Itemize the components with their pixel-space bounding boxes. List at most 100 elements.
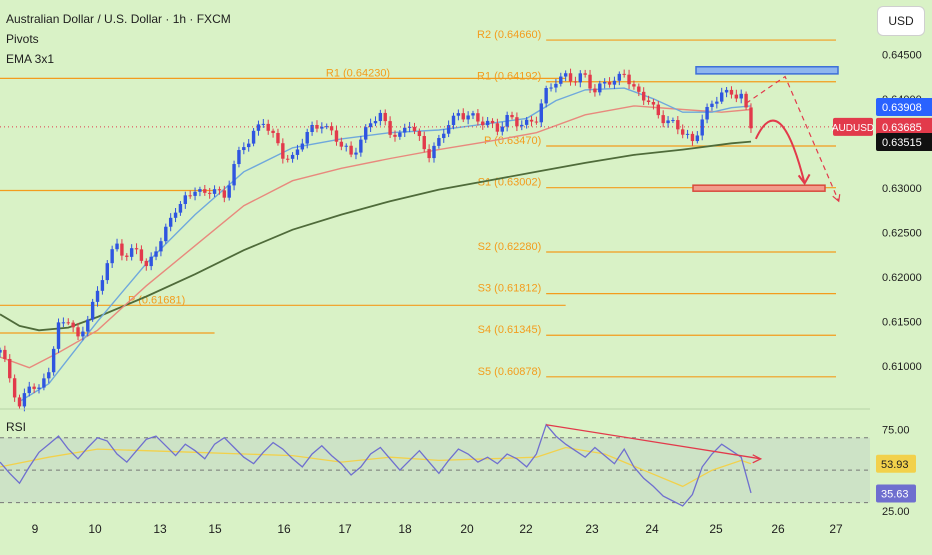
candle-body xyxy=(310,124,314,132)
candle-body xyxy=(334,130,339,142)
time-tick-label: 9 xyxy=(32,522,39,536)
candle-body xyxy=(129,248,134,257)
candle-body xyxy=(456,113,461,116)
price-tick-label: 0.61500 xyxy=(882,316,922,328)
candle-body xyxy=(671,120,675,122)
price-tick-label: 0.62000 xyxy=(882,272,922,284)
candle-body xyxy=(37,387,41,389)
price-label-tag xyxy=(876,117,932,136)
candle-body xyxy=(729,89,734,95)
candle-body xyxy=(149,256,153,267)
candle-body xyxy=(578,73,582,83)
pivot-label: S4 (0.61345) xyxy=(478,324,542,336)
candle-body xyxy=(290,154,295,159)
price-tick-label: 0.63000 xyxy=(882,183,922,195)
projection-solid-arrowhead xyxy=(797,173,811,186)
candle-body xyxy=(242,147,246,151)
candle-body xyxy=(427,149,431,159)
candle-body xyxy=(32,386,36,389)
time-tick-label: 18 xyxy=(398,522,412,536)
time-tick-label: 22 xyxy=(519,522,533,536)
time-tick-label: 26 xyxy=(771,522,785,536)
price-tick-label: 0.61000 xyxy=(882,361,922,373)
chart-title: Australian Dollar / U.S. Dollar · 1h · F… xyxy=(6,12,231,26)
ema-slow-line xyxy=(0,140,752,332)
candle-body xyxy=(110,249,114,264)
candle-body xyxy=(637,86,641,92)
candle-body xyxy=(271,130,275,133)
candle-body xyxy=(432,145,436,159)
candle-body xyxy=(437,138,441,146)
rsi-ma-line xyxy=(0,446,752,488)
currency-button[interactable]: USD xyxy=(877,6,925,36)
candle-body xyxy=(139,249,144,261)
candle-body xyxy=(393,134,397,137)
rsi-layer xyxy=(0,408,870,507)
rsi-indicator-label[interactable]: RSI xyxy=(6,420,27,434)
candle-body xyxy=(320,126,324,129)
pivot-label: S5 (0.60878) xyxy=(478,366,542,378)
candle-body xyxy=(237,150,241,165)
pivots-indicator-label[interactable]: Pivots xyxy=(6,32,39,46)
candle-body xyxy=(651,102,656,105)
candle-body xyxy=(724,89,729,93)
candle-body xyxy=(490,120,495,124)
candle-body xyxy=(120,243,124,256)
candle-body xyxy=(617,73,622,81)
candle-body xyxy=(281,143,285,159)
price-label-tag xyxy=(876,133,932,152)
time-tick-label: 16 xyxy=(277,522,291,536)
candle-body xyxy=(183,195,188,204)
time-tick-label: 23 xyxy=(585,522,599,536)
time-tick-label: 15 xyxy=(208,522,222,536)
candle-body xyxy=(378,112,383,122)
candle-body xyxy=(261,123,266,125)
candle-body xyxy=(481,121,485,126)
time-tick-label: 20 xyxy=(460,522,474,536)
rsi-value-text: 35.63 xyxy=(881,489,909,501)
candle-body xyxy=(685,133,690,135)
candle-body xyxy=(398,132,402,137)
candle-body xyxy=(412,126,417,132)
candle-body xyxy=(700,119,704,136)
candle-body xyxy=(339,141,344,147)
candle-body xyxy=(632,84,636,87)
candle-body xyxy=(276,132,280,144)
candle-body xyxy=(607,82,612,85)
candle-body xyxy=(710,103,714,107)
candle-body xyxy=(500,126,504,132)
candle-body xyxy=(559,76,563,84)
candle-body xyxy=(81,331,85,337)
candle-body xyxy=(217,189,222,191)
candle-body xyxy=(749,107,753,129)
candle-body xyxy=(305,131,309,144)
rsi-divergence-line xyxy=(546,424,761,460)
candle-body xyxy=(466,115,470,120)
ema-indicator-label[interactable]: EMA 3x1 xyxy=(6,52,55,66)
candle-body xyxy=(661,115,665,124)
candle-body xyxy=(705,106,709,120)
candle-body xyxy=(246,143,251,148)
candle-body xyxy=(256,124,261,131)
ema-mid-line xyxy=(0,105,752,369)
candle-body xyxy=(744,93,748,108)
candle-body xyxy=(193,191,197,196)
candle-body xyxy=(95,290,100,302)
axis-layer: 0.645000.640000.635000.630000.625000.620… xyxy=(32,49,932,536)
candle-body xyxy=(173,212,178,218)
candle-body xyxy=(641,91,646,101)
candle-body xyxy=(349,145,353,155)
candle-body xyxy=(529,119,534,122)
candle-body xyxy=(422,136,426,150)
candle-body xyxy=(568,73,573,82)
candle-body xyxy=(71,322,75,328)
candle-body xyxy=(144,260,148,267)
candle-body xyxy=(0,349,2,353)
candle-body xyxy=(510,114,514,118)
candle-body xyxy=(690,133,695,142)
time-tick-label: 13 xyxy=(153,522,167,536)
candle-body xyxy=(388,121,392,135)
symbol-tag-text: AUDUSD xyxy=(832,123,874,134)
